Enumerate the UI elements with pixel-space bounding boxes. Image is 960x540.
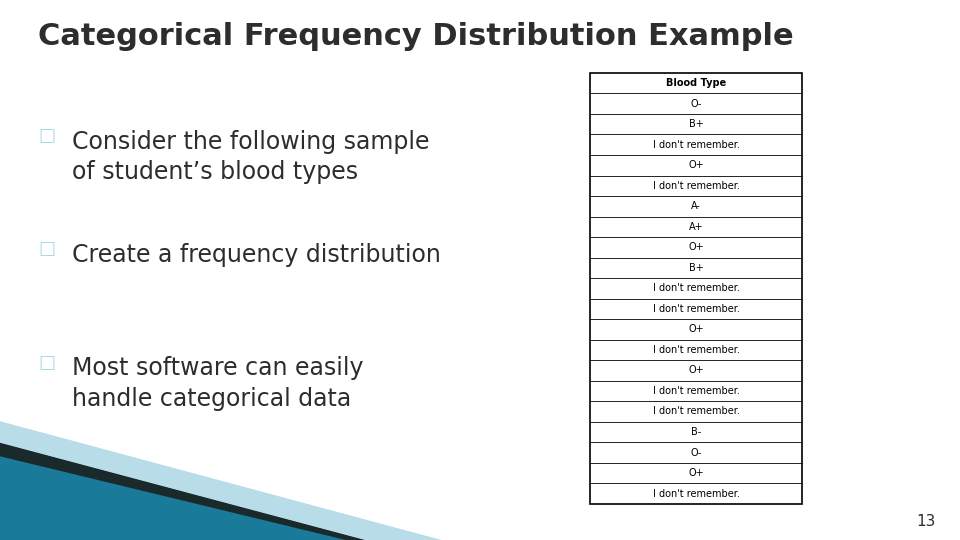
Polygon shape [0, 421, 442, 540]
Text: O+: O+ [688, 242, 704, 252]
Text: I don't remember.: I don't remember. [653, 140, 739, 150]
Text: Categorical Frequency Distribution Example: Categorical Frequency Distribution Examp… [38, 22, 794, 51]
Text: I don't remember.: I don't remember. [653, 304, 739, 314]
Text: A+: A+ [688, 222, 704, 232]
Text: 13: 13 [917, 514, 936, 529]
Text: B+: B+ [688, 119, 704, 129]
Bar [590, 73, 802, 504]
Text: O+: O+ [688, 325, 704, 334]
Text: Blood Type: Blood Type [666, 78, 726, 88]
Text: Most software can easily
handle categorical data: Most software can easily handle categori… [72, 356, 364, 411]
Text: O+: O+ [688, 366, 704, 375]
Text: O-: O- [690, 99, 702, 109]
Text: A-: A- [691, 201, 701, 211]
Text: O+: O+ [688, 160, 704, 170]
Text: I don't remember.: I don't remember. [653, 284, 739, 293]
Text: I don't remember.: I don't remember. [653, 181, 739, 191]
Text: □: □ [38, 127, 56, 145]
Text: B+: B+ [688, 263, 704, 273]
Text: I don't remember.: I don't remember. [653, 386, 739, 396]
Text: □: □ [38, 240, 56, 258]
Text: Consider the following sample
of student’s blood types: Consider the following sample of student… [72, 130, 429, 184]
Polygon shape [0, 443, 365, 540]
Text: I don't remember.: I don't remember. [653, 407, 739, 416]
Text: O-: O- [690, 448, 702, 457]
Text: O+: O+ [688, 468, 704, 478]
Polygon shape [0, 443, 365, 540]
Text: □: □ [38, 354, 56, 372]
Text: I don't remember.: I don't remember. [653, 345, 739, 355]
Text: B-: B- [691, 427, 701, 437]
Text: I don't remember.: I don't remember. [653, 489, 739, 498]
Text: Create a frequency distribution: Create a frequency distribution [72, 243, 441, 267]
